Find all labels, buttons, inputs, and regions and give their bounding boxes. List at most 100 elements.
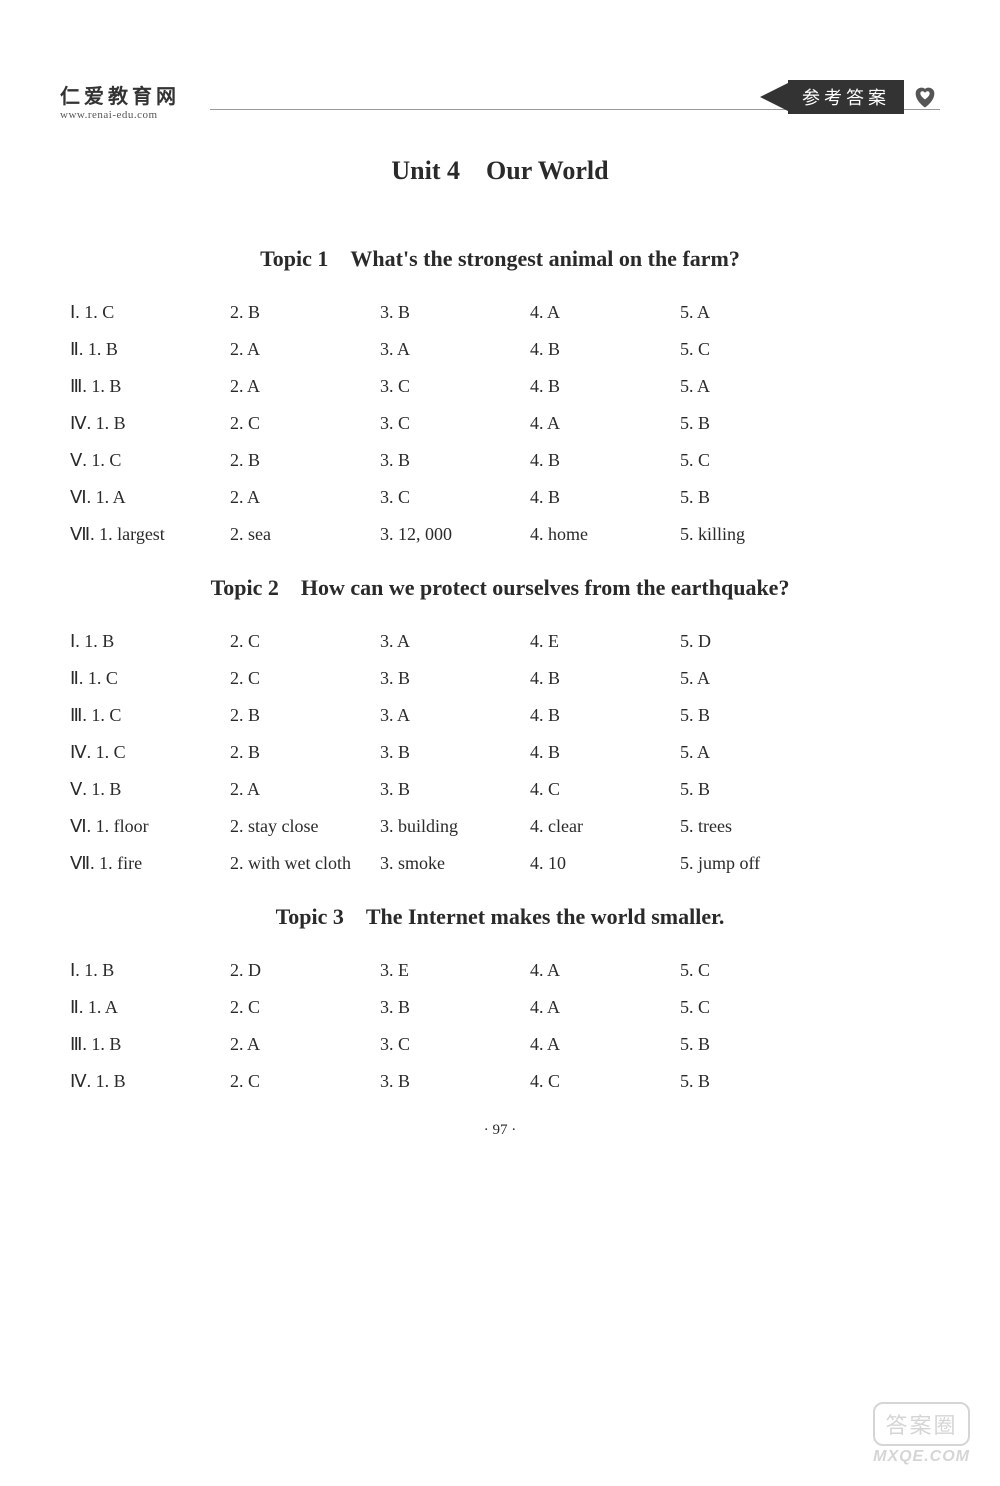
answer-cell: 4. A xyxy=(530,413,680,434)
tag-label: 参考答案 xyxy=(788,80,904,114)
answer-cell: 2. B xyxy=(230,302,380,323)
answer-row: Ⅱ. 1. B2. A3. A4. B5. C xyxy=(70,339,940,360)
answer-cell: 4. 10 xyxy=(530,853,680,874)
answer-cell: 4. A xyxy=(530,997,680,1018)
answer-cell: 3. B xyxy=(380,668,530,689)
answer-row: Ⅲ. 1. C2. B3. A4. B5. B xyxy=(70,705,940,726)
row-label: Ⅶ. 1. fire xyxy=(70,853,230,874)
topic-title: Topic 3 The Internet makes the world sma… xyxy=(60,904,940,930)
topic-title: Topic 1 What's the strongest animal on t… xyxy=(60,246,940,272)
answer-cell: 2. A xyxy=(230,487,380,508)
answer-cell: 5. C xyxy=(680,339,830,360)
answer-cell: 2. A xyxy=(230,1034,380,1055)
answer-cell: 5. A xyxy=(680,742,830,763)
answer-cell: 2. A xyxy=(230,376,380,397)
answer-cell: 2. B xyxy=(230,742,380,763)
answer-cell: 2. C xyxy=(230,631,380,652)
answer-row: Ⅱ. 1. C2. C3. B4. B5. A xyxy=(70,668,940,689)
answer-row: Ⅲ. 1. B2. A3. C4. A5. B xyxy=(70,1034,940,1055)
row-label: Ⅱ. 1. A xyxy=(70,997,230,1018)
answer-row: Ⅳ. 1. B2. C3. C4. A5. B xyxy=(70,413,940,434)
answer-cell: 2. with wet cloth xyxy=(230,853,380,874)
topics-container: Topic 1 What's the strongest animal on t… xyxy=(60,246,940,1092)
answer-cell: 4. B xyxy=(530,705,680,726)
watermark-text: 答案圈 xyxy=(873,1402,970,1446)
answer-block: Ⅰ. 1. B2. C3. A4. E5. DⅡ. 1. C2. C3. B4.… xyxy=(60,631,940,874)
answer-cell: 2. D xyxy=(230,960,380,981)
answer-row: Ⅶ. 1. largest2. sea3. 12, 0004. home5. k… xyxy=(70,524,940,545)
heart-icon xyxy=(910,83,940,111)
answer-cell: 5. B xyxy=(680,487,830,508)
page-header: 仁爱教育网 www.renai-edu.com 参考答案 xyxy=(60,80,940,116)
answer-cell: 2. stay close xyxy=(230,816,380,837)
answer-cell: 4. A xyxy=(530,960,680,981)
answer-block: Ⅰ. 1. C2. B3. B4. A5. AⅡ. 1. B2. A3. A4.… xyxy=(60,302,940,545)
answer-cell: 4. B xyxy=(530,742,680,763)
row-label: Ⅴ. 1. C xyxy=(70,450,230,471)
answer-cell: 3. smoke xyxy=(380,853,530,874)
row-label: Ⅵ. 1. A xyxy=(70,487,230,508)
answer-cell: 4. home xyxy=(530,524,680,545)
row-label: Ⅵ. 1. floor xyxy=(70,816,230,837)
answer-cell: 2. A xyxy=(230,779,380,800)
answer-row: Ⅰ. 1. B2. C3. A4. E5. D xyxy=(70,631,940,652)
answer-cell: 5. B xyxy=(680,413,830,434)
answer-cell: 4. A xyxy=(530,1034,680,1055)
answer-row: Ⅱ. 1. A2. C3. B4. A5. C xyxy=(70,997,940,1018)
answer-cell: 3. B xyxy=(380,1071,530,1092)
answer-cell: 5. B xyxy=(680,1034,830,1055)
answer-row: Ⅴ. 1. C2. B3. B4. B5. C xyxy=(70,450,940,471)
answer-cell: 3. C xyxy=(380,413,530,434)
answer-cell: 3. C xyxy=(380,376,530,397)
row-label: Ⅱ. 1. B xyxy=(70,339,230,360)
site-name-cn: 仁爱教育网 xyxy=(60,80,180,109)
answer-cell: 3. A xyxy=(380,631,530,652)
row-label: Ⅲ. 1. B xyxy=(70,376,230,397)
row-label: Ⅰ. 1. B xyxy=(70,631,230,652)
answer-cell: 5. C xyxy=(680,450,830,471)
answer-cell: 5. A xyxy=(680,376,830,397)
answer-cell: 5. C xyxy=(680,997,830,1018)
answer-row: Ⅵ. 1. floor2. stay close3. building4. cl… xyxy=(70,816,940,837)
answer-row: Ⅲ. 1. B2. A3. C4. B5. A xyxy=(70,376,940,397)
row-label: Ⅴ. 1. B xyxy=(70,779,230,800)
row-label: Ⅰ. 1. C xyxy=(70,302,230,323)
answer-block: Ⅰ. 1. B2. D3. E4. A5. CⅡ. 1. A2. C3. B4.… xyxy=(60,960,940,1092)
answer-cell: 5. B xyxy=(680,779,830,800)
answer-cell: 5. A xyxy=(680,302,830,323)
answer-cell: 3. A xyxy=(380,705,530,726)
row-label: Ⅲ. 1. B xyxy=(70,1034,230,1055)
row-label: Ⅱ. 1. C xyxy=(70,668,230,689)
watermark: 答案圈 MXQE.COM xyxy=(873,1402,970,1466)
answer-row: Ⅰ. 1. B2. D3. E4. A5. C xyxy=(70,960,940,981)
answer-cell: 2. C xyxy=(230,1071,380,1092)
answer-row: Ⅳ. 1. C2. B3. B4. B5. A xyxy=(70,742,940,763)
answer-cell: 2. B xyxy=(230,705,380,726)
answer-key-tag: 参考答案 xyxy=(760,80,940,114)
answer-row: Ⅴ. 1. B2. A3. B4. C5. B xyxy=(70,779,940,800)
answer-cell: 4. B xyxy=(530,450,680,471)
watermark-url: MXQE.COM xyxy=(873,1448,970,1466)
answer-row: Ⅰ. 1. C2. B3. B4. A5. A xyxy=(70,302,940,323)
answer-cell: 3. B xyxy=(380,997,530,1018)
answer-cell: 5. jump off xyxy=(680,853,830,874)
answer-cell: 2. B xyxy=(230,450,380,471)
answer-row: Ⅳ. 1. B2. C3. B4. C5. B xyxy=(70,1071,940,1092)
answer-cell: 5. B xyxy=(680,1071,830,1092)
answer-cell: 2. C xyxy=(230,997,380,1018)
answer-cell: 3. 12, 000 xyxy=(380,524,530,545)
row-label: Ⅳ. 1. B xyxy=(70,413,230,434)
answer-cell: 3. B xyxy=(380,742,530,763)
answer-cell: 4. C xyxy=(530,779,680,800)
site-url: www.renai-edu.com xyxy=(60,109,180,121)
site-logo: 仁爱教育网 www.renai-edu.com xyxy=(60,80,180,121)
answer-cell: 4. C xyxy=(530,1071,680,1092)
answer-cell: 5. A xyxy=(680,668,830,689)
unit-title: Unit 4 Our World xyxy=(60,156,940,186)
answer-cell: 5. killing xyxy=(680,524,830,545)
answer-cell: 3. B xyxy=(380,302,530,323)
answer-cell: 5. D xyxy=(680,631,830,652)
row-label: Ⅲ. 1. C xyxy=(70,705,230,726)
answer-cell: 4. B xyxy=(530,339,680,360)
answer-cell: 4. B xyxy=(530,487,680,508)
